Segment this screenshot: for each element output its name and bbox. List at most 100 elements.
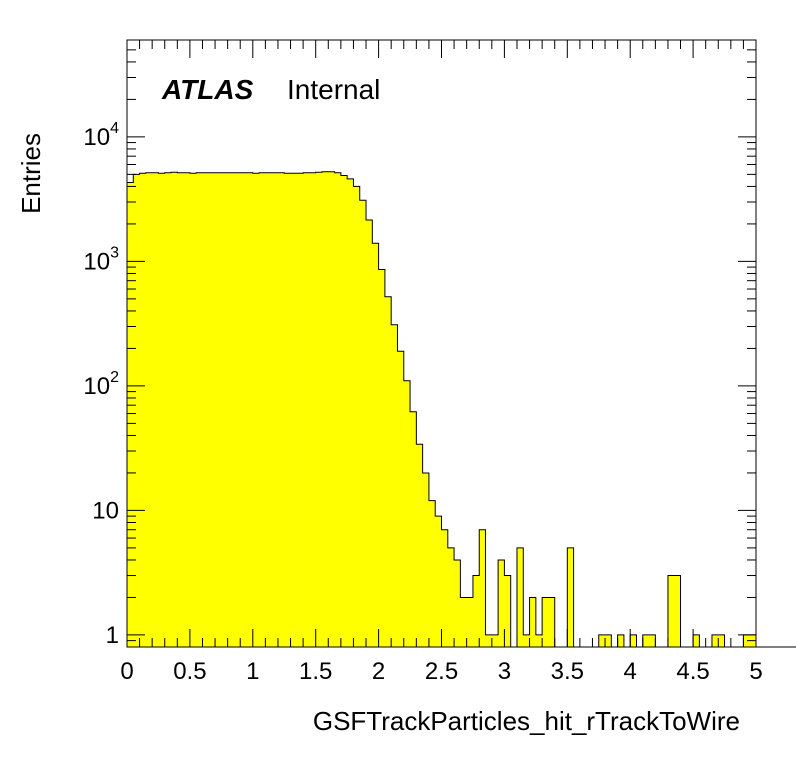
- histogram-bar: [284, 173, 291, 648]
- histogram-bar: [441, 529, 449, 647]
- histogram-bar: [303, 172, 310, 647]
- histogram-bar: [158, 173, 166, 648]
- x-tick-label: 3: [498, 658, 511, 685]
- histogram-bar: [277, 172, 285, 647]
- histogram-bar: [359, 200, 367, 647]
- histogram-bar: [472, 575, 480, 647]
- histogram-bar: [428, 500, 436, 647]
- histogram-bar: [693, 634, 700, 647]
- histogram-bar: [152, 172, 159, 647]
- histogram-bar: [139, 173, 147, 648]
- histogram-bar: [535, 634, 543, 647]
- histogram-bar: [366, 220, 373, 648]
- histogram-bar: [202, 172, 210, 647]
- histogram-bar: [328, 171, 335, 647]
- histogram-bar: [171, 172, 178, 647]
- x-tick-label: 2.5: [425, 658, 458, 685]
- x-tick-label: 1.5: [299, 658, 332, 685]
- histogram-bar: [548, 597, 556, 647]
- histogram-bar: [410, 411, 417, 647]
- y-tick-label: 103: [83, 244, 119, 275]
- histogram-bar: [340, 175, 348, 648]
- histogram-bar: [384, 296, 392, 647]
- histogram-bar: [667, 575, 675, 647]
- histogram-bar: [259, 172, 266, 647]
- histogram-bar: [485, 634, 493, 647]
- histogram-outline: [126, 171, 796, 648]
- x-tick-label: 4: [624, 658, 637, 685]
- histogram-bar: [718, 634, 725, 647]
- histogram-bar: [183, 172, 191, 647]
- histogram-bar: [435, 516, 442, 647]
- histogram-bar: [674, 575, 681, 647]
- histogram-bar: [397, 351, 405, 647]
- histogram-bar: [271, 172, 279, 647]
- histogram-bar: [479, 529, 486, 647]
- histogram-bar: [347, 178, 354, 647]
- histogram-bar: [246, 172, 254, 647]
- x-tick-label: 0.5: [173, 658, 206, 685]
- x-tick-label: 5: [749, 658, 762, 685]
- histogram-bars: [127, 171, 757, 648]
- histogram-bar: [605, 634, 612, 647]
- histogram-bar: [642, 634, 650, 647]
- y-tick-label: 1: [106, 622, 119, 649]
- histogram-bar: [523, 634, 530, 647]
- histogram-bar: [227, 172, 235, 647]
- histogram-bar: [630, 634, 637, 647]
- histogram-bar: [290, 173, 298, 648]
- y-tick-label: 10: [92, 497, 119, 524]
- histogram-bar: [265, 172, 272, 647]
- histogram-bar: [321, 171, 329, 647]
- histogram-bar: [215, 172, 222, 647]
- y-tick-label: 104: [83, 120, 119, 151]
- histogram-bar: [447, 547, 455, 647]
- histogram-bar: [353, 186, 361, 648]
- histogram-bar: [221, 172, 228, 647]
- atlas-label: ATLAS: [161, 74, 254, 105]
- histogram-bar: [233, 172, 241, 647]
- histogram-bar: [416, 444, 423, 647]
- histogram-bar: [649, 634, 656, 647]
- plot-frame: [126, 39, 757, 648]
- histogram-bar: [529, 597, 537, 647]
- histogram-bar: [127, 182, 134, 648]
- histogram-bar: [196, 172, 203, 647]
- histogram-bar: [177, 172, 184, 647]
- histogram-bar: [315, 172, 323, 647]
- histogram-bar: [378, 269, 386, 647]
- histogram-bar: [743, 634, 751, 647]
- histogram-bar: [491, 634, 499, 647]
- x-tick-labels: 0 0.5 1 1.5 2 2.5 3 3.5 4 4.5 5: [120, 658, 762, 685]
- histogram-bar: [504, 575, 511, 647]
- histogram-bar: [133, 174, 140, 647]
- x-tick-label: 1: [246, 658, 259, 685]
- y-tick-label: 102: [83, 369, 119, 400]
- histogram-bar: [460, 597, 467, 647]
- histogram-bar: [309, 172, 316, 647]
- histogram-bar: [252, 173, 260, 648]
- y-axis-label: Entries: [16, 133, 46, 214]
- x-tick-label: 2: [372, 658, 385, 685]
- x-axis-label: GSFTrackParticles_hit_rTrackToWire: [313, 706, 740, 736]
- internal-label: Internal: [287, 74, 380, 105]
- histogram-bar: [598, 634, 606, 647]
- histogram-bar: [391, 324, 398, 647]
- histogram-bar: [567, 547, 574, 647]
- y-tick-labels: 1 10 102 103 104: [83, 120, 119, 649]
- x-tick-label: 3.5: [551, 658, 584, 685]
- histogram-bar: [240, 172, 247, 647]
- histogram-bar: [422, 472, 430, 647]
- histogram-bar: [454, 559, 461, 647]
- x-tick-label: 0: [120, 658, 133, 685]
- histogram-bar: [334, 172, 342, 647]
- histogram-bar: [372, 243, 379, 647]
- histogram-bar: [403, 380, 411, 647]
- histogram-bar: [466, 597, 474, 647]
- histogram-bar: [189, 173, 197, 648]
- histogram-bar: [542, 597, 549, 647]
- histogram-bar: [516, 547, 524, 647]
- histogram-bar: [296, 173, 304, 648]
- histogram-bar: [145, 172, 153, 647]
